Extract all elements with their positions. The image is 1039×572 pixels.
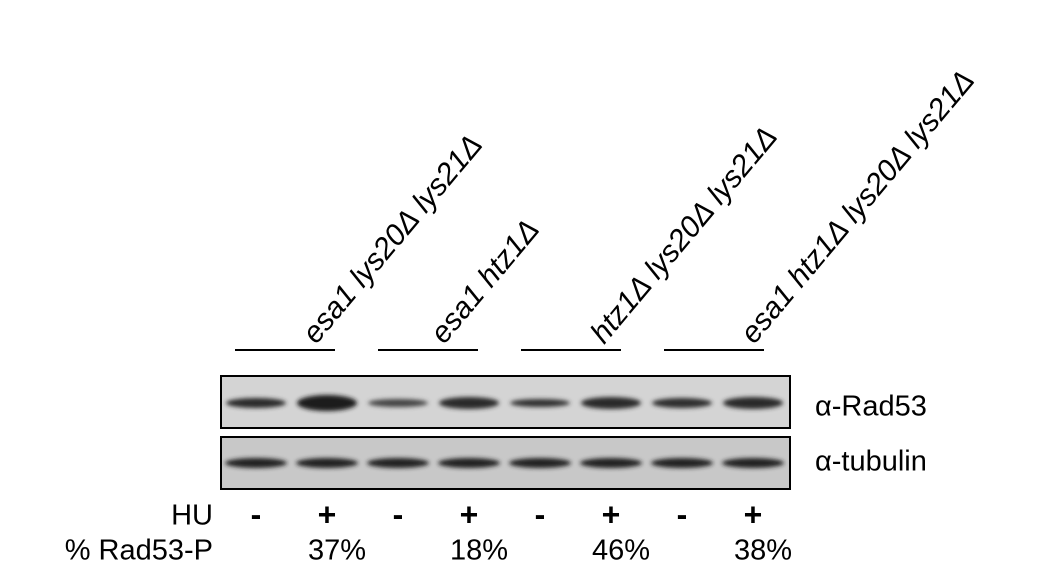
rad53p-value: 37%: [308, 535, 366, 567]
band: [722, 458, 784, 468]
blot-label: α-Rad53: [815, 391, 927, 423]
hu-sign: +: [460, 496, 479, 532]
hu-sign: +: [744, 496, 763, 532]
row-label: HU: [171, 500, 213, 532]
band: [509, 458, 571, 468]
band: [226, 398, 286, 408]
band: [652, 398, 712, 408]
rad53p-value: 38%: [734, 535, 792, 567]
band: [368, 399, 428, 407]
band: [651, 458, 713, 468]
blot-label: α-tubulin: [815, 446, 927, 478]
hu-sign: -: [677, 496, 688, 532]
figure: esa1 lys20Δ lys21Δesa1 htz1Δhtz1Δ lys20Δ…: [0, 0, 1039, 572]
band: [438, 458, 500, 468]
rad53p-value: 18%: [450, 535, 508, 567]
row-label: % Rad53-P: [65, 535, 213, 567]
band: [297, 395, 357, 411]
strain-label: esa1 htz1Δ lys20Δ lys21Δ: [734, 64, 981, 349]
rad53p-value: 46%: [592, 535, 650, 567]
band: [510, 399, 570, 407]
band: [723, 397, 783, 409]
band: [367, 458, 429, 468]
band: [225, 458, 287, 468]
band: [296, 458, 358, 468]
hu-sign: +: [602, 496, 621, 532]
strain-label: esa1 htz1Δ: [424, 213, 546, 349]
hu-sign: -: [393, 496, 404, 532]
band: [439, 397, 499, 409]
hu-sign: -: [535, 496, 546, 532]
hu-sign: +: [318, 496, 337, 532]
band: [581, 397, 641, 409]
hu-sign: -: [251, 496, 262, 532]
band: [580, 458, 642, 468]
